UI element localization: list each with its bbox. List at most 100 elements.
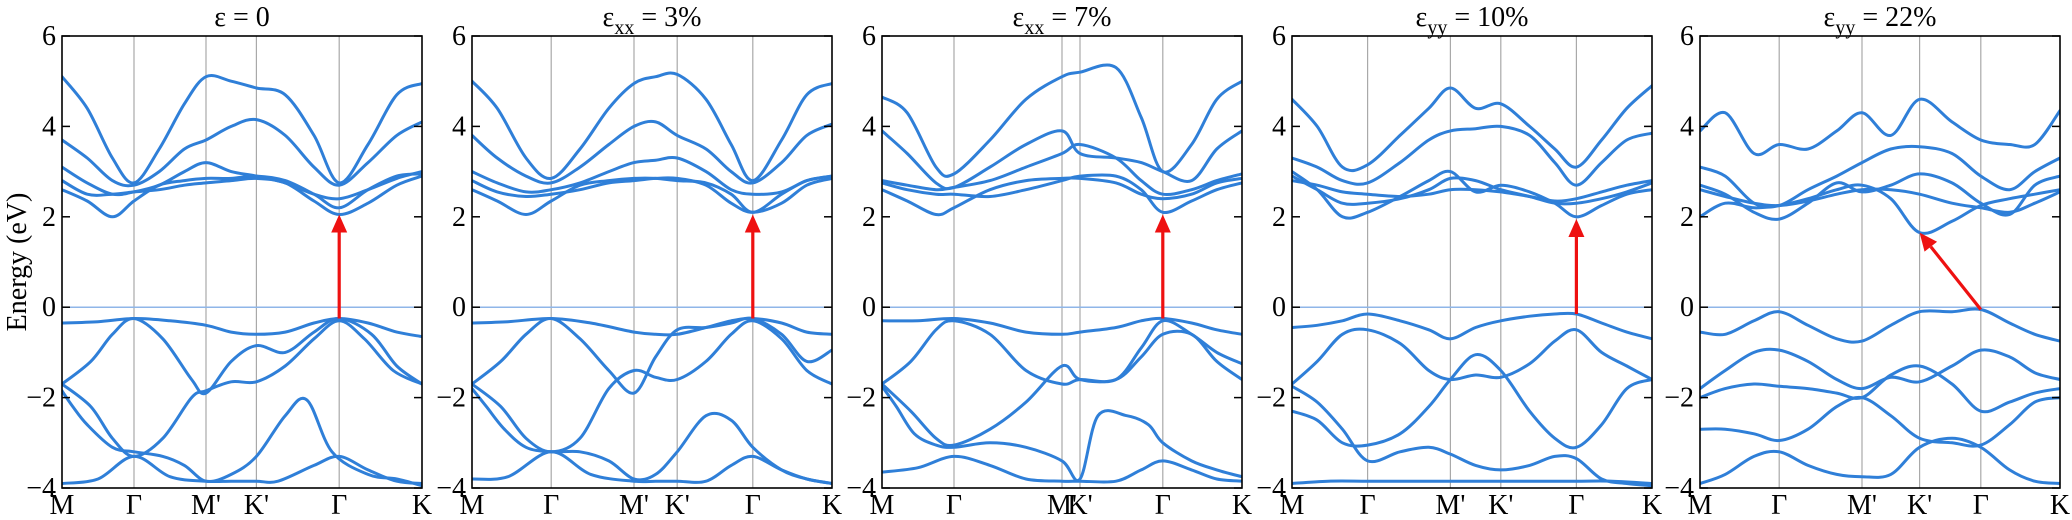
k-tick-label: M [460, 490, 485, 520]
band-line-4 [1292, 327, 1652, 386]
k-tick-label: M [50, 490, 75, 520]
y-tick-label: 0 [452, 292, 466, 323]
band-line-4 [62, 316, 422, 396]
y-tick-label: 0 [862, 292, 876, 323]
band-line-10 [62, 74, 422, 185]
transition-arrowhead [1154, 214, 1171, 233]
band-line-8 [882, 142, 1242, 197]
y-tick-label: −2 [1256, 383, 1286, 414]
band-line-2 [472, 319, 832, 454]
band-line-8 [1700, 172, 2060, 221]
band-line-8 [1292, 169, 1652, 220]
band-line-8 [472, 155, 832, 196]
band-line-4 [472, 316, 832, 395]
y-tick-label: −4 [1256, 473, 1286, 504]
transition-arrowhead [1568, 219, 1585, 238]
k-tick-label: M' [1047, 490, 1077, 520]
k-tick-label: M' [619, 490, 649, 520]
band-line-6 [62, 172, 422, 219]
y-tick-label: −2 [436, 383, 466, 414]
band-line-10 [1292, 84, 1652, 173]
k-tick-label: K' [244, 490, 269, 520]
k-tick-label: Γ [1568, 490, 1584, 520]
band-line-5 [882, 316, 1242, 336]
k-tick-label: K [822, 490, 842, 520]
y-tick-label: −2 [26, 383, 56, 414]
band-line-9 [882, 129, 1242, 191]
k-tick-label: Γ [543, 490, 559, 520]
k-tick-label: Γ [1360, 490, 1376, 520]
panel-title: εxx = 3% [603, 2, 702, 39]
band-line-10 [472, 71, 832, 183]
band-line-5 [62, 316, 422, 339]
band-line-9 [1292, 124, 1652, 187]
band-line-2 [1292, 353, 1652, 450]
y-tick-label: 6 [862, 21, 876, 52]
y-tick-label: −4 [1664, 473, 1694, 504]
y-tick-label: −4 [26, 473, 56, 504]
band-line-7 [1292, 174, 1652, 206]
k-tick-label: Γ [331, 490, 347, 520]
k-tick-label: K [1642, 490, 1662, 520]
y-tick-label: −4 [846, 473, 876, 504]
k-tick-label: K' [1488, 490, 1513, 520]
y-tick-label: −2 [1664, 383, 1694, 414]
band-line-5 [472, 316, 832, 337]
transition-arrowhead [331, 214, 348, 233]
band-line-5 [1292, 311, 1652, 341]
y-tick-label: 6 [452, 21, 466, 52]
band-line-3 [62, 389, 422, 488]
band-line-10 [1700, 97, 2060, 157]
k-tick-label: K [2050, 490, 2070, 520]
k-tick-label: M [1280, 490, 1305, 520]
band-line-3 [1292, 384, 1652, 488]
y-tick-label: 4 [1680, 111, 1694, 142]
y-tick-label: 0 [1680, 292, 1694, 323]
transition-arrow [1929, 245, 1983, 311]
y-tick-label: 2 [1272, 202, 1286, 233]
y-tick-label: −2 [846, 383, 876, 414]
band-line-3 [882, 384, 1242, 483]
band-line-3 [1700, 364, 2060, 414]
band-line-7 [882, 173, 1242, 215]
y-tick-label: 6 [42, 21, 56, 52]
k-tick-label: M [1688, 490, 1713, 520]
k-tick-label: M' [191, 490, 221, 520]
panel-frame [1699, 35, 2061, 489]
y-tick-label: 2 [42, 202, 56, 233]
y-tick-label: −4 [436, 473, 466, 504]
y-tick-label: 2 [1680, 202, 1694, 233]
k-tick-label: Γ [126, 490, 142, 520]
k-tick-label: K' [665, 490, 690, 520]
band-line-2 [62, 319, 422, 458]
k-tick-label: M [870, 490, 895, 520]
k-tick-label: K' [1907, 490, 1932, 520]
k-tick-label: Γ [1771, 490, 1787, 520]
y-tick-label: 6 [1272, 21, 1286, 52]
panel-frame [881, 35, 1243, 489]
panel-title: ε = 0 [214, 2, 270, 33]
k-tick-label: Γ [1155, 490, 1171, 520]
k-tick-label: M' [1435, 490, 1465, 520]
y-tick-label: 4 [1272, 111, 1286, 142]
band-line-6 [1700, 183, 2060, 235]
y-tick-label: 4 [452, 111, 466, 142]
band-line-9 [62, 117, 422, 188]
panel-frame [1291, 35, 1653, 489]
y-tick-label: 0 [42, 292, 56, 323]
k-tick-label: M' [1847, 490, 1877, 520]
panel-frame [471, 35, 833, 489]
k-tick-label: Γ [1973, 490, 1989, 520]
transition-arrowhead [744, 214, 761, 233]
k-tick-label: K' [1067, 490, 1092, 520]
k-tick-label: K [1232, 490, 1252, 520]
band-line-4 [1700, 347, 2060, 391]
y-tick-label: 0 [1272, 292, 1286, 323]
band-line-5 [1700, 307, 2060, 344]
y-tick-label: 2 [862, 202, 876, 233]
band-line-7 [472, 176, 832, 214]
